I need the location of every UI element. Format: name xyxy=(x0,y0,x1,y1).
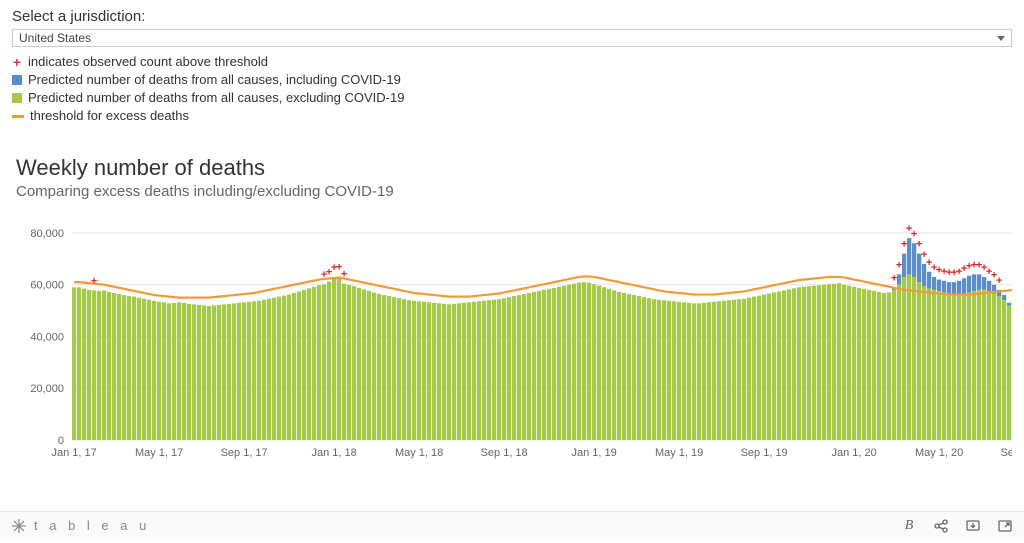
square-icon xyxy=(12,75,22,85)
svg-text:80,000: 80,000 xyxy=(30,228,64,240)
legend-row-plus: + indicates observed count above thresho… xyxy=(12,53,1012,71)
select-label: Select a jurisdiction: xyxy=(12,8,1012,25)
legend-row-orange: threshold for excess deaths xyxy=(12,107,1012,125)
line-icon xyxy=(12,115,24,118)
svg-text:+: + xyxy=(341,269,347,281)
svg-text:+: + xyxy=(891,272,897,284)
svg-text:Jan 1, 18: Jan 1, 18 xyxy=(311,447,356,459)
svg-text:Sep 1, 19: Sep 1, 19 xyxy=(741,447,788,459)
svg-text:+: + xyxy=(91,275,97,287)
chart-title: Weekly number of deaths xyxy=(16,155,1012,181)
deaths-chart: 020,00040,00060,00080,000+++++++++++++++… xyxy=(16,220,1012,480)
tableau-text: t a b l e a u xyxy=(34,518,150,533)
legend: + indicates observed count above thresho… xyxy=(0,47,1024,125)
undo-icon[interactable]: B xyxy=(900,517,918,535)
svg-text:Sep 1, 20: Sep 1, 20 xyxy=(1001,447,1012,459)
svg-text:60,000: 60,000 xyxy=(30,280,64,292)
jurisdiction-select[interactable]: United States xyxy=(12,29,1012,47)
select-value: United States xyxy=(19,31,91,45)
legend-row-blue: Predicted number of deaths from all caus… xyxy=(12,71,1012,89)
tableau-icon xyxy=(10,517,28,535)
svg-text:May 1, 18: May 1, 18 xyxy=(395,447,443,459)
svg-text:May 1, 19: May 1, 19 xyxy=(655,447,703,459)
plus-icon: + xyxy=(12,57,22,67)
tableau-logo[interactable]: t a b l e a u xyxy=(10,517,150,535)
legend-label: threshold for excess deaths xyxy=(30,107,189,125)
svg-text:Jan 1, 17: Jan 1, 17 xyxy=(51,447,96,459)
square-icon xyxy=(12,93,22,103)
svg-text:40,000: 40,000 xyxy=(30,331,64,343)
chevron-down-icon xyxy=(997,36,1005,41)
svg-text:Sep 1, 17: Sep 1, 17 xyxy=(221,447,268,459)
fullscreen-icon[interactable] xyxy=(996,517,1014,535)
chart-subtitle: Comparing excess deaths including/exclud… xyxy=(16,183,1012,200)
legend-label: indicates observed count above threshold xyxy=(28,53,268,71)
svg-text:+: + xyxy=(996,275,1002,287)
svg-text:May 1, 20: May 1, 20 xyxy=(915,447,963,459)
svg-text:Jan 1, 19: Jan 1, 19 xyxy=(571,447,616,459)
share-icon[interactable] xyxy=(932,517,950,535)
svg-text:Sep 1, 18: Sep 1, 18 xyxy=(481,447,528,459)
svg-text:+: + xyxy=(896,259,902,271)
download-icon[interactable] xyxy=(964,517,982,535)
footer-bar: t a b l e a u B xyxy=(0,511,1024,539)
legend-label: Predicted number of deaths from all caus… xyxy=(28,89,404,107)
legend-label: Predicted number of deaths from all caus… xyxy=(28,71,401,89)
svg-text:May 1, 17: May 1, 17 xyxy=(135,447,183,459)
svg-text:+: + xyxy=(901,239,907,251)
legend-row-green: Predicted number of deaths from all caus… xyxy=(12,89,1012,107)
svg-text:20,000: 20,000 xyxy=(30,383,64,395)
svg-text:0: 0 xyxy=(58,435,64,447)
svg-text:Jan 1, 20: Jan 1, 20 xyxy=(831,447,876,459)
